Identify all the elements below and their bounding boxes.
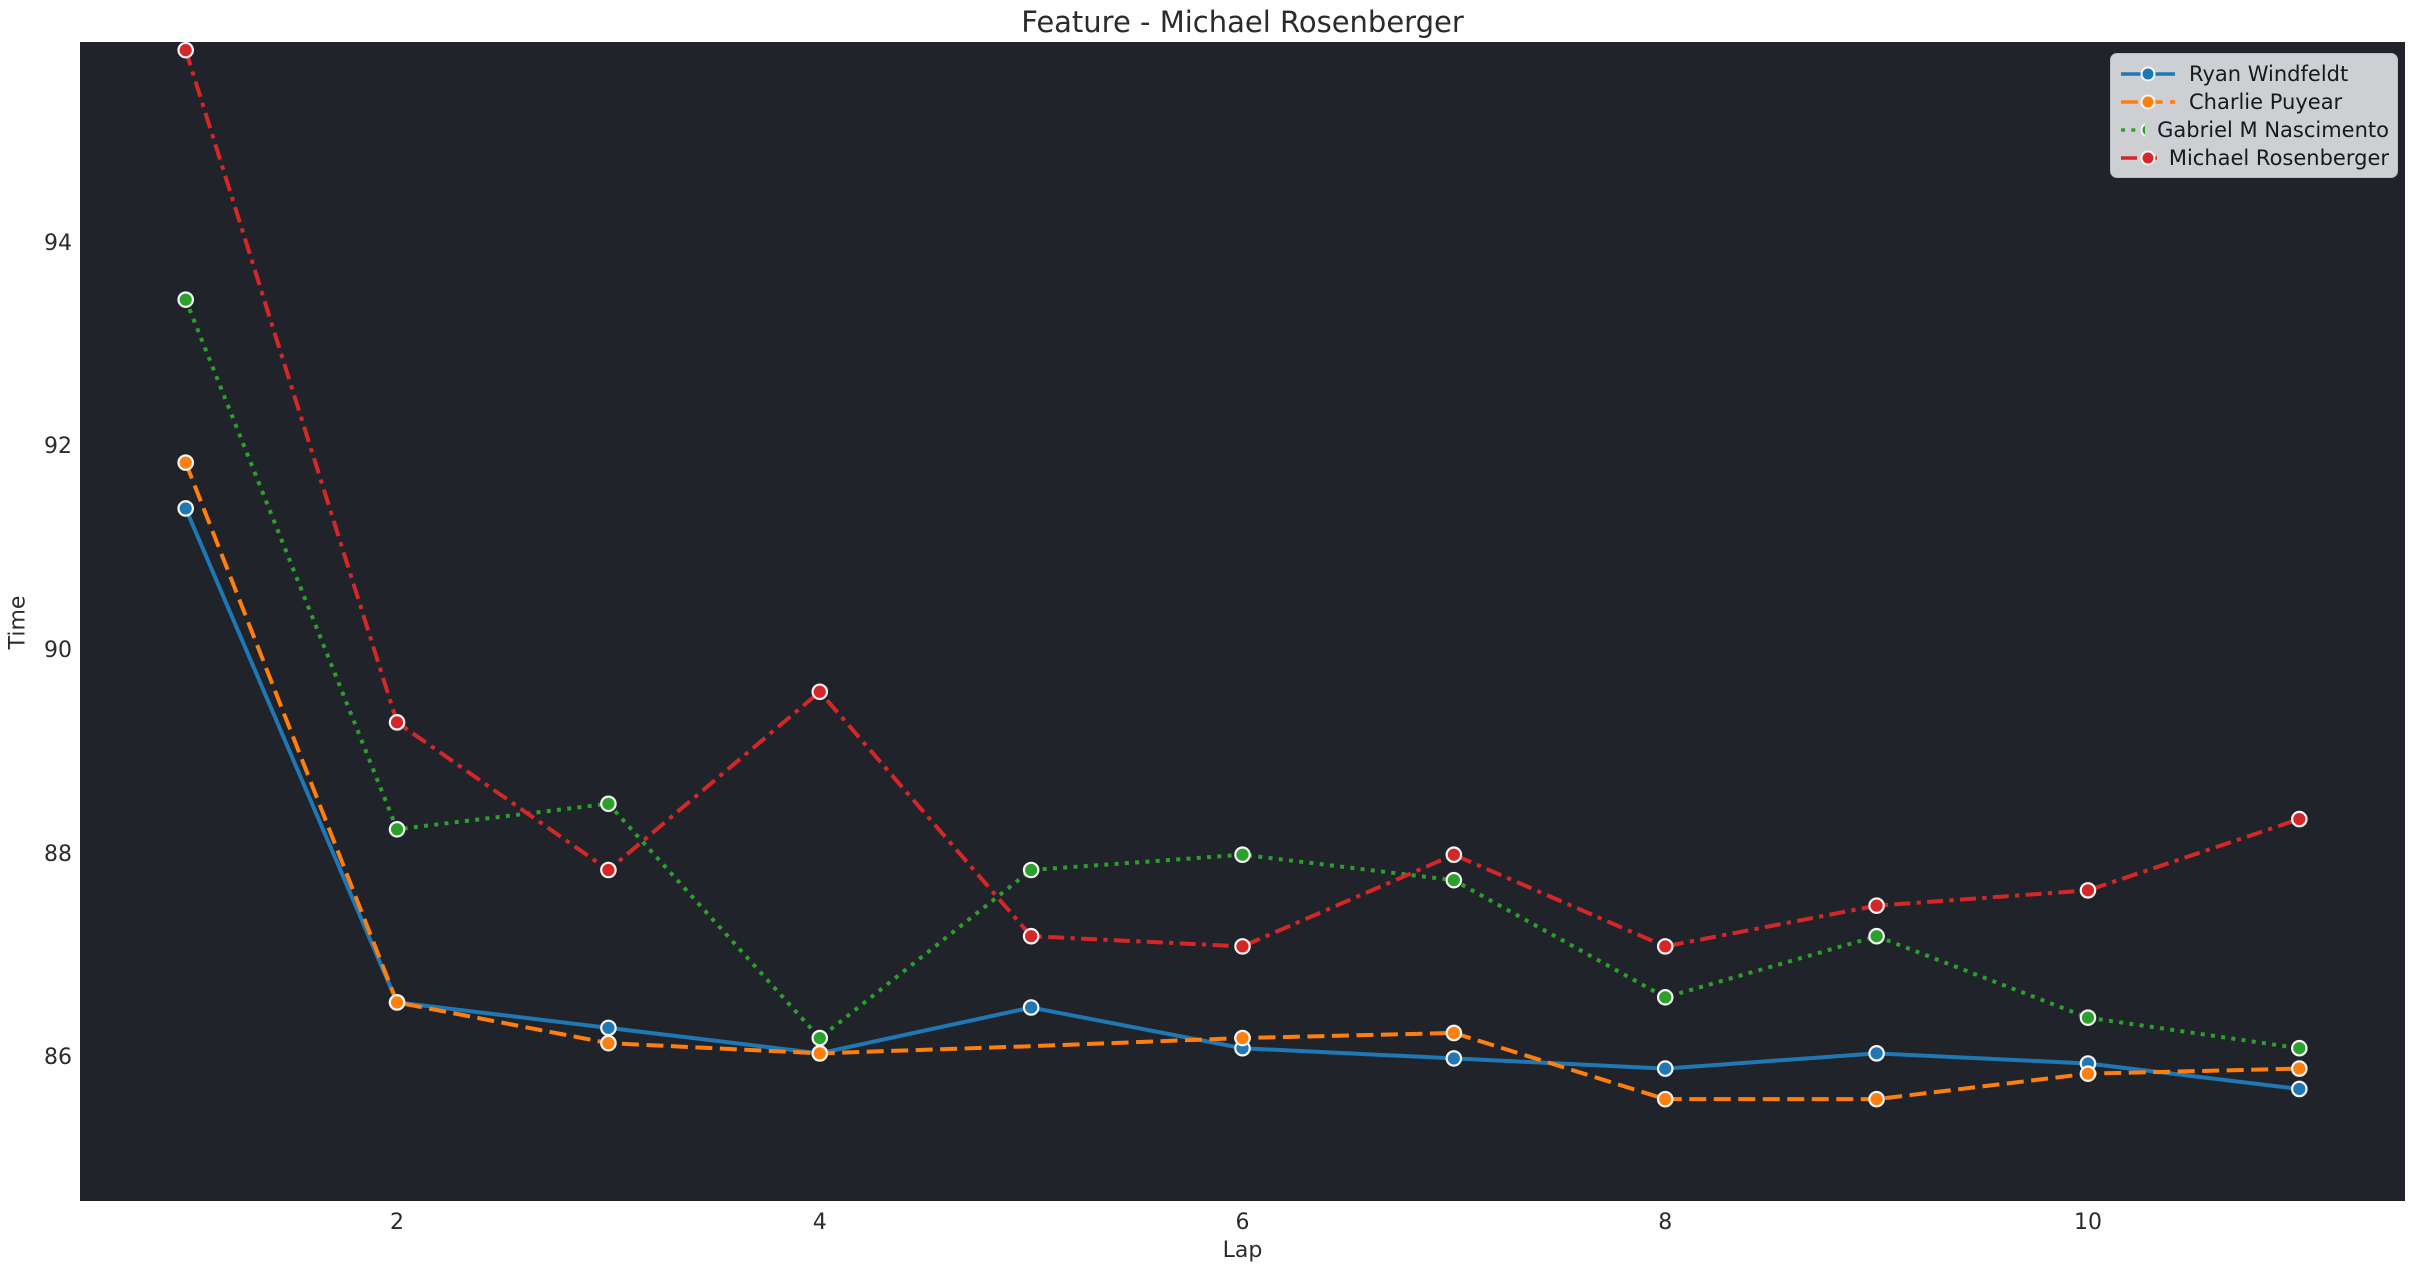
series-line-gabriel-m-nascimento xyxy=(183,298,2300,1051)
data-point xyxy=(1868,897,1885,914)
legend-label: Michael Rosenberger xyxy=(2168,146,2389,170)
plot-background xyxy=(80,42,2405,1201)
legend-item-charlie-puyear: Charlie Puyear xyxy=(2119,88,2389,116)
legend-line-sample xyxy=(2121,66,2175,82)
data-point xyxy=(177,42,194,59)
x-tick-label: 2 xyxy=(390,1210,405,1235)
legend-line-sample xyxy=(2121,94,2175,110)
data-point xyxy=(388,820,406,838)
series-markers-charlie-puyear xyxy=(177,454,2308,1108)
legend-line-sample xyxy=(2121,123,2146,137)
data-point xyxy=(600,861,617,879)
data-point xyxy=(1656,938,1674,955)
data-point xyxy=(1445,871,1463,889)
legend: Ryan Windfeldt Charlie Puyear Gabriel M Na… xyxy=(2110,53,2398,178)
legend-label: Ryan Windfeldt xyxy=(2189,62,2349,86)
y-tick-label: 94 xyxy=(44,230,72,256)
data-point xyxy=(2079,1065,2097,1082)
data-point xyxy=(2291,1060,2308,1077)
data-point xyxy=(1022,927,1040,945)
data-point xyxy=(1868,1045,1885,1062)
data-point xyxy=(177,291,194,308)
x-tick-label: 10 xyxy=(2073,1210,2102,1235)
data-point xyxy=(1656,989,1674,1006)
data-point xyxy=(600,1034,617,1052)
legend-item-gabriel-m-nascimento: Gabriel M Nascimento xyxy=(2119,116,2389,144)
data-point xyxy=(2291,810,2308,828)
data-point xyxy=(1656,1090,1674,1108)
data-point xyxy=(388,994,406,1011)
legend-item-ryan-windfeldt: Ryan Windfeldt xyxy=(2119,60,2389,88)
data-point xyxy=(2291,1039,2308,1057)
data-point xyxy=(1234,1029,1251,1047)
data-point xyxy=(2079,882,2097,899)
y-tick-label: 90 xyxy=(44,638,72,664)
legend-marker xyxy=(2140,123,2146,137)
data-point xyxy=(811,1029,829,1047)
data-point xyxy=(1022,999,1040,1016)
data-point xyxy=(2291,1080,2308,1098)
legend-marker xyxy=(2140,66,2156,82)
x-tick-label: 6 xyxy=(1235,1210,1250,1235)
data-point xyxy=(388,714,406,731)
data-point xyxy=(600,795,617,813)
data-point xyxy=(1445,846,1463,864)
data-point xyxy=(1868,927,1885,945)
series-markers-michael-rosenberger xyxy=(177,42,2308,955)
data-point xyxy=(1234,938,1251,955)
x-axis-label: Lap xyxy=(1222,1238,1263,1263)
data-point xyxy=(1234,846,1251,864)
data-point xyxy=(177,500,194,517)
data-point xyxy=(1445,1050,1463,1067)
y-tick-label: 88 xyxy=(44,841,72,867)
data-point xyxy=(1656,1060,1674,1077)
legend-line-sample xyxy=(2121,150,2157,166)
data-point xyxy=(177,454,194,471)
y-tick-label: 92 xyxy=(44,434,72,460)
data-point xyxy=(811,1045,829,1062)
data-point xyxy=(811,683,829,701)
y-tick-label: 86 xyxy=(44,1045,72,1071)
data-point xyxy=(2079,1009,2097,1026)
series-markers-gabriel-m-nascimento xyxy=(177,291,2308,1057)
legend-label: Charlie Puyear xyxy=(2189,90,2343,114)
data-point xyxy=(1868,1090,1885,1108)
legend-label: Gabriel M Nascimento xyxy=(2157,118,2389,142)
legend-marker xyxy=(2140,94,2156,110)
plot-area xyxy=(80,42,2405,1201)
x-tick-label: 4 xyxy=(812,1210,827,1235)
y-axis-label: Time xyxy=(5,595,31,650)
data-point xyxy=(1445,1024,1463,1042)
chart-title: Feature - Michael Rosenberger xyxy=(1021,5,1464,39)
x-tick-label: 8 xyxy=(1658,1210,1673,1235)
data-point xyxy=(1022,861,1040,879)
legend-marker xyxy=(2140,150,2156,166)
data-point xyxy=(600,1019,617,1037)
legend-item-michael-rosenberger: Michael Rosenberger xyxy=(2119,144,2389,172)
